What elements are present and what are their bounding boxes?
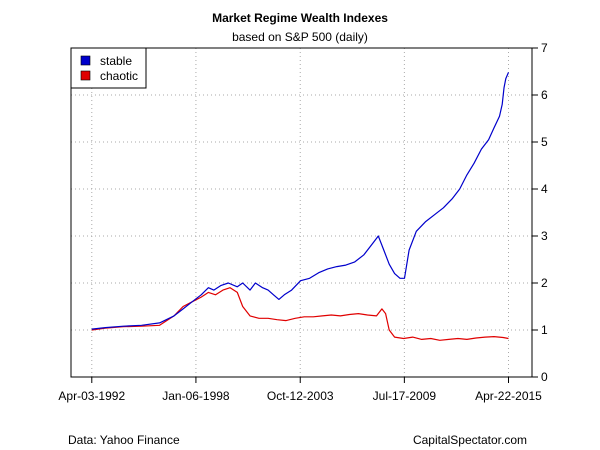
x-tick-label: Apr-22-2015: [475, 389, 542, 403]
legend-swatch-stable: [80, 55, 91, 66]
x-axis: Apr-03-1992 Jan-06-1998 Oct-12-2003 Jul-17-…: [58, 377, 542, 403]
y-tick-label: 0: [541, 370, 548, 384]
y-tick-label: 5: [541, 135, 548, 149]
x-tick-label: Jul-17-2009: [373, 389, 437, 403]
legend-label-stable: stable: [100, 54, 132, 68]
y-tick-label: 3: [541, 229, 548, 243]
x-tick-label: Oct-12-2003: [267, 389, 334, 403]
y-tick-label: 4: [541, 182, 548, 196]
x-tick-label: Apr-03-1992: [58, 389, 125, 403]
series-line-stable: [91, 72, 510, 330]
plot-frame: [70, 47, 533, 378]
legend: stable chaotic: [70, 47, 147, 89]
y-tick-label: 2: [541, 276, 548, 290]
source-right: CapitalSpectator.com: [413, 433, 527, 447]
chart-title: Market Regime Wealth Indexes: [212, 11, 388, 25]
legend-swatch-chaotic: [80, 70, 91, 81]
source-left: Data: Yahoo Finance: [68, 433, 180, 447]
y-tick-label: 6: [541, 88, 548, 102]
legend-label-chaotic: chaotic: [100, 69, 138, 83]
series-layer: [91, 72, 510, 341]
y-axis: 0 1 2 3 4 5 6 7: [532, 41, 548, 384]
legend-box: [70, 47, 147, 89]
series-line-chaotic: [91, 287, 509, 341]
chart-subtitle: based on S&P 500 (daily): [232, 30, 368, 44]
grid-lines: [71, 48, 532, 377]
y-tick-label: 1: [541, 323, 548, 337]
x-tick-label: Jan-06-1998: [162, 389, 230, 403]
y-tick-label: 7: [541, 41, 548, 55]
